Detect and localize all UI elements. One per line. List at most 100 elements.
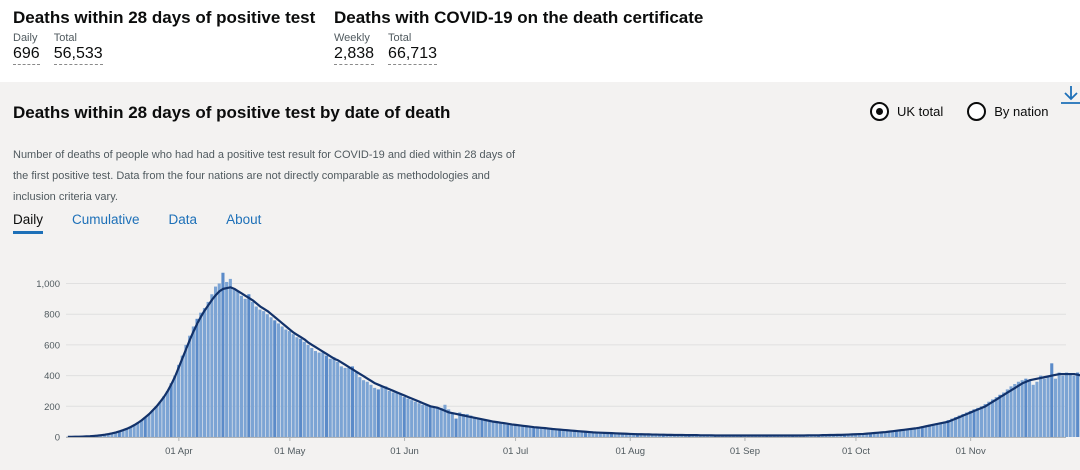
bar — [347, 367, 351, 437]
bar — [595, 432, 599, 437]
bar — [1042, 378, 1046, 437]
daily-stat-label: Daily — [13, 32, 38, 44]
bar — [476, 418, 480, 437]
bar — [913, 427, 917, 437]
certificate-title: Deaths with COVID-19 on the death certif… — [334, 8, 704, 27]
bar — [854, 434, 858, 437]
daily-stat-value[interactable]: 696 — [13, 45, 40, 65]
bar — [935, 423, 939, 437]
bar — [458, 412, 462, 437]
bar — [169, 383, 173, 437]
bar — [188, 335, 192, 437]
bar — [399, 394, 403, 437]
bar — [861, 433, 865, 437]
bar — [132, 425, 136, 437]
bar — [221, 272, 225, 437]
bar — [598, 432, 602, 437]
bar — [1002, 392, 1006, 437]
bar — [983, 404, 987, 437]
weekly-stat-value[interactable]: 2,838 — [334, 45, 375, 65]
bar — [528, 427, 532, 437]
bar — [251, 301, 255, 437]
bar — [432, 406, 436, 437]
bar — [380, 386, 384, 437]
deaths-chart: 0 200 400 600 800 1,000 01 Apr 01 May 01 Jun 01 J… — [36, 272, 1080, 457]
x-tick-label: 01 Sep — [730, 446, 760, 457]
bar — [905, 428, 909, 437]
bar — [639, 434, 643, 437]
bar — [147, 413, 151, 437]
bar — [184, 344, 188, 437]
bar — [606, 433, 610, 437]
bar — [258, 309, 262, 437]
bar — [158, 401, 162, 437]
bar — [628, 434, 632, 437]
bar — [214, 286, 218, 437]
tab-about[interactable]: About — [226, 212, 262, 227]
bar — [920, 426, 924, 437]
bar — [450, 412, 454, 437]
bar — [972, 409, 976, 437]
bar — [395, 392, 399, 437]
bar — [661, 434, 665, 437]
bar — [868, 433, 872, 437]
bar — [561, 430, 565, 437]
bar — [524, 426, 528, 437]
bar — [1065, 372, 1069, 437]
bar — [143, 417, 147, 437]
bar — [635, 434, 639, 437]
bar — [931, 423, 935, 437]
bar — [206, 301, 210, 437]
bar — [1068, 374, 1072, 437]
bar — [180, 355, 184, 437]
bar — [110, 433, 114, 437]
bar — [410, 400, 414, 437]
bar — [654, 434, 658, 437]
bar — [506, 424, 510, 437]
bar — [1035, 381, 1039, 437]
certificate-total-value[interactable]: 66,713 — [388, 45, 437, 65]
bar — [436, 407, 440, 437]
bar — [602, 433, 606, 437]
bar — [310, 347, 314, 437]
tab-daily[interactable]: Daily — [13, 212, 44, 234]
bar — [369, 384, 373, 437]
bar — [857, 433, 861, 437]
radio-uk-total-circle[interactable] — [870, 102, 889, 121]
bar — [576, 431, 580, 437]
bar — [128, 427, 132, 437]
bar — [543, 428, 547, 437]
total-stat-value[interactable]: 56,533 — [53, 45, 103, 65]
radio-selected-dot — [876, 108, 883, 115]
bar — [939, 422, 943, 437]
bar — [513, 425, 517, 437]
bar — [384, 386, 388, 437]
radio-by-nation-label: By nation — [994, 104, 1049, 119]
bar — [917, 427, 921, 437]
bar — [417, 403, 421, 437]
tab-data[interactable]: Data — [168, 212, 198, 227]
bar — [976, 407, 980, 437]
bar — [484, 420, 488, 437]
download-icon[interactable] — [1060, 84, 1080, 106]
card-title: Deaths within 28 days of positive test b… — [13, 103, 451, 122]
bar — [928, 424, 932, 437]
bar — [539, 428, 543, 437]
radio-by-nation-circle[interactable] — [967, 102, 987, 121]
bar — [328, 358, 332, 437]
radio-uk-total[interactable]: UK total — [870, 102, 943, 121]
bar — [554, 429, 558, 437]
bar — [535, 427, 539, 437]
radio-by-nation[interactable]: By nation — [967, 102, 1048, 121]
bar — [1072, 375, 1076, 437]
bar — [491, 421, 495, 437]
bar — [339, 366, 343, 437]
bar — [276, 323, 280, 437]
tab-cumulative[interactable]: Cumulative — [72, 212, 140, 227]
bar — [887, 431, 891, 437]
chart-description: Number of deaths of people who had had a… — [13, 149, 516, 203]
bar — [1050, 363, 1054, 437]
bar — [199, 312, 203, 437]
area-radio-group: UK total By nation — [870, 102, 1048, 121]
bar — [202, 308, 206, 437]
